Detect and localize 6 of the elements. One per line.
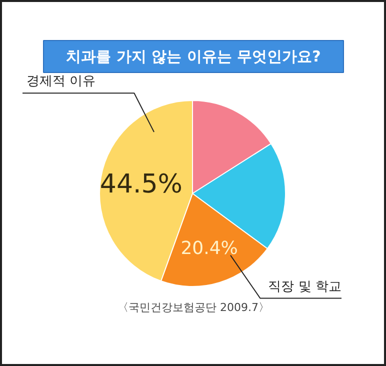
slice-label: 직장 및 학교 (268, 279, 342, 294)
data-label: 44.5% (100, 170, 183, 200)
data-label: 20.4% (180, 238, 238, 260)
chart-title: 치과를 가지 않는 이유는 무엇인가요? (66, 48, 321, 66)
text: 〈국민건강보험공단 2009.7〉 (118, 301, 270, 314)
slice-label: 경제적 이유 (26, 74, 96, 90)
